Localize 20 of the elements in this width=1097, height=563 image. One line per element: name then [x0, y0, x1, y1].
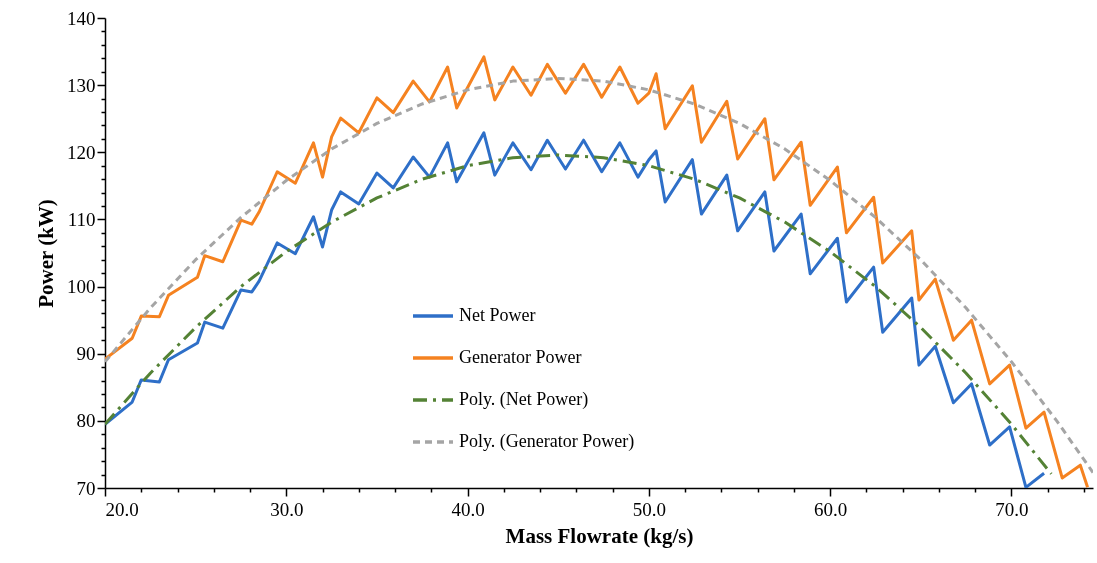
- y-tick-label: 90: [76, 343, 96, 365]
- legend-label: Net Power: [459, 305, 536, 325]
- y-tick-label: 110: [67, 208, 96, 230]
- y-tick-label: 80: [76, 410, 96, 432]
- x-axis-title: Mass Flowrate (kg/s): [505, 523, 694, 548]
- y-tick-label: 140: [67, 7, 96, 29]
- y-tick-label: 70: [76, 477, 96, 499]
- y-tick-label: 100: [67, 276, 96, 298]
- x-tick-label: 40.0: [451, 498, 485, 520]
- legend-label: Generator Power: [459, 347, 582, 367]
- x-tick-label: 70.0: [995, 498, 1029, 520]
- y-tick-label: 120: [67, 141, 96, 163]
- x-tick-label: 60.0: [814, 498, 848, 520]
- legend-label: Poly. (Net Power): [459, 389, 589, 410]
- y-axis-title: Power (kW): [34, 199, 58, 308]
- x-tick-label: 20.0: [105, 498, 139, 520]
- x-tick-label: 50.0: [632, 498, 666, 520]
- x-tick-label: 30.0: [270, 498, 304, 520]
- legend-label: Poly. (Generator Power): [459, 431, 635, 452]
- y-tick-label: 130: [67, 74, 96, 96]
